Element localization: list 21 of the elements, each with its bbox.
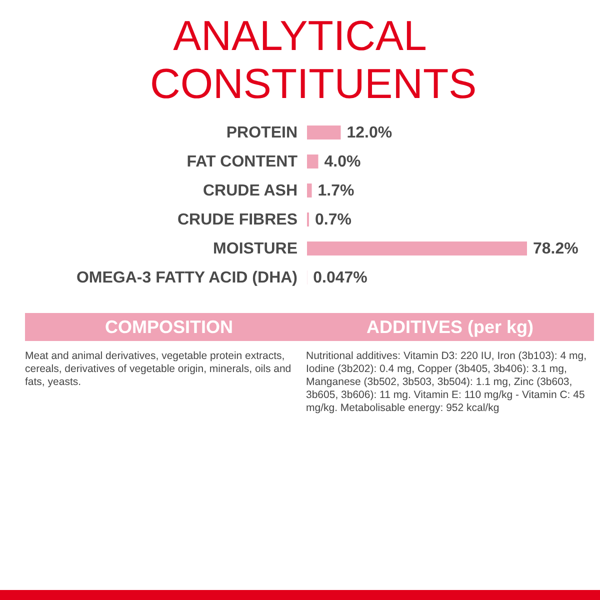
data-label: 4.0% <box>324 154 361 170</box>
data-label: 78.2% <box>533 240 578 258</box>
text: COMPOSITION <box>25 313 313 341</box>
data-label: 0.7% <box>314 212 352 228</box>
text: Meat and animal derivatives, vegetable protein extracts, cereals, derivatives of vegetable origin, minerals, oils and fats, yeasts. <box>25 350 292 388</box>
bar <box>307 242 527 256</box>
data-label: 0.047% <box>313 270 368 286</box>
bar <box>307 184 312 198</box>
bar <box>307 126 341 140</box>
data-label: 12.0% <box>346 124 392 142</box>
text: Nutritional additives: Vitamin D3: 220 IU, Iron (3b103): 4 mg, Iodine (3b202): 0.4 mg, Copper (3b405, 3b406): 3.1 mg, Manganese (3b502, 3b503, 3b504): 1.1 mg, Zinc (3b603, 3b605, 3b606): 11 mg. Vitamin E: 110 mg/kg - Vitamin C: 45 mg/kg. Metabolisable energy: 952 kcal/kg <box>306 350 588 415</box>
chart-title: ANALYTICAL CONSTITUENTS <box>150 12 477 108</box>
y-tick-label: FAT CONTENT <box>186 154 298 170</box>
data-label: 1.7% <box>318 182 354 200</box>
y-tick-label: OMEGA-3 FATTY ACID (DHA) <box>76 270 298 286</box>
bar <box>307 154 318 168</box>
y-tick-label: CRUDE ASH <box>202 182 298 200</box>
text: ADDITIVES (per kg) <box>306 313 594 341</box>
y-tick-label: PROTEIN <box>226 124 298 142</box>
y-tick-label: MOISTURE <box>213 240 298 258</box>
y-tick-label: CRUDE FIBRES <box>177 212 298 228</box>
